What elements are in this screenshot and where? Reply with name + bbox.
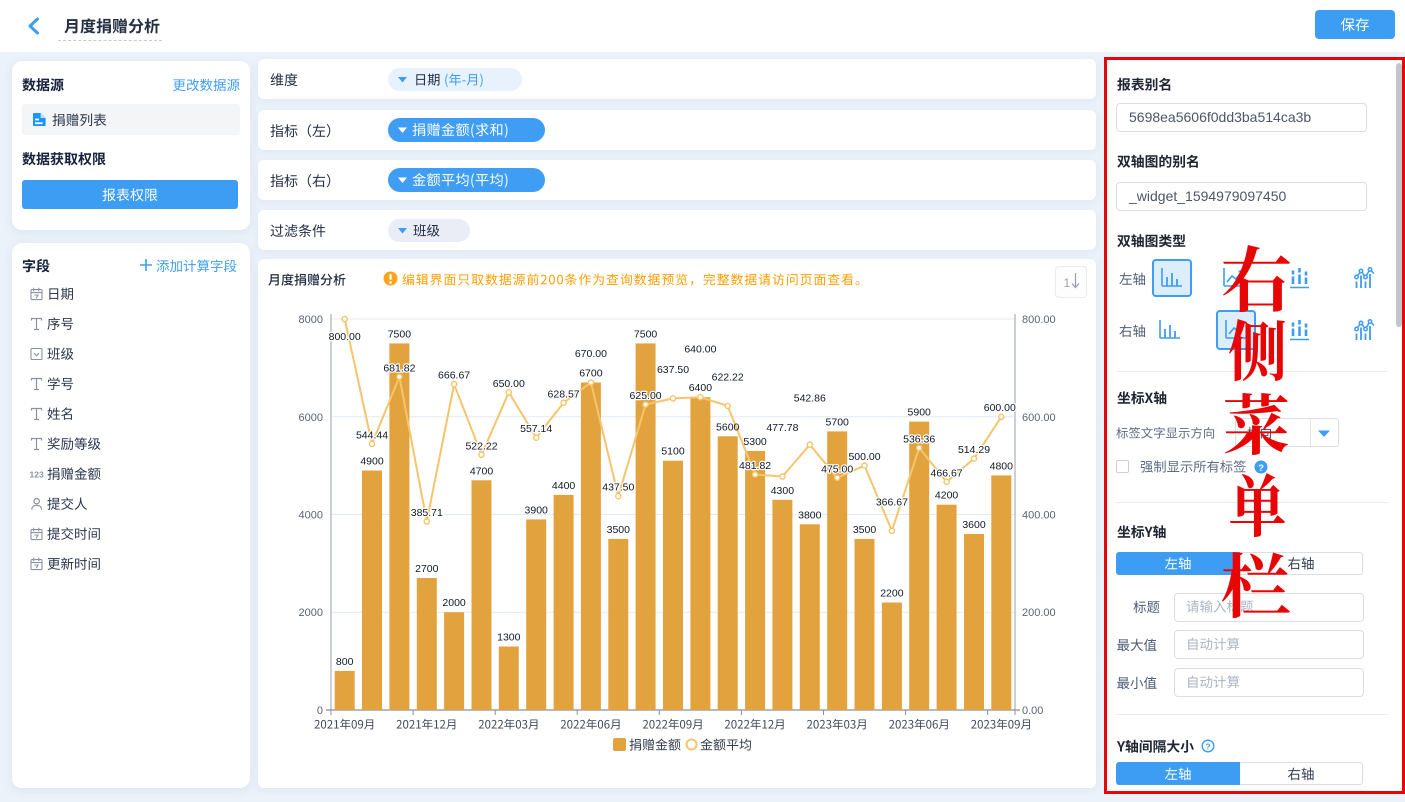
svg-text:?: ? bbox=[1205, 742, 1210, 752]
svg-text:800: 800 bbox=[336, 656, 354, 668]
svg-text:366.67: 366.67 bbox=[876, 496, 908, 508]
svg-text:2000: 2000 bbox=[442, 597, 466, 609]
svg-text:4900: 4900 bbox=[360, 456, 384, 468]
svg-text:4000: 4000 bbox=[299, 510, 323, 522]
svg-text:5600: 5600 bbox=[716, 421, 740, 433]
svg-text:600.00: 600.00 bbox=[1022, 412, 1056, 424]
svg-text:650.00: 650.00 bbox=[493, 378, 525, 390]
svg-text:?: ? bbox=[1258, 463, 1264, 474]
svg-text:6000: 6000 bbox=[299, 412, 323, 424]
svg-text:536.36: 536.36 bbox=[903, 433, 935, 445]
svg-text:2200: 2200 bbox=[880, 588, 904, 600]
svg-text:3500: 3500 bbox=[853, 524, 877, 536]
svg-text:400.00: 400.00 bbox=[1022, 510, 1056, 522]
svg-text:123: 123 bbox=[30, 470, 44, 480]
svg-text:628.57: 628.57 bbox=[548, 388, 580, 400]
svg-text:1: 1 bbox=[1064, 276, 1071, 290]
svg-text:542.86: 542.86 bbox=[794, 393, 826, 405]
svg-text:3800: 3800 bbox=[798, 509, 822, 521]
svg-text:800.00: 800.00 bbox=[329, 331, 361, 343]
svg-text:600.00: 600.00 bbox=[984, 402, 1016, 414]
svg-text:7500: 7500 bbox=[388, 328, 412, 340]
svg-text:625.00: 625.00 bbox=[630, 390, 662, 402]
svg-text:681.82: 681.82 bbox=[383, 362, 415, 374]
svg-text:522.22: 522.22 bbox=[465, 440, 497, 452]
svg-text:5700: 5700 bbox=[826, 416, 850, 428]
svg-text:6700: 6700 bbox=[579, 368, 603, 380]
svg-text:4800: 4800 bbox=[990, 460, 1014, 472]
svg-text:5300: 5300 bbox=[743, 436, 767, 448]
svg-text:0: 0 bbox=[317, 705, 323, 717]
svg-text:670.00: 670.00 bbox=[575, 348, 607, 360]
svg-text:544.44: 544.44 bbox=[356, 429, 388, 441]
svg-text:0.00: 0.00 bbox=[1022, 705, 1043, 717]
svg-text:481.82: 481.82 bbox=[739, 460, 771, 472]
svg-text:500.00: 500.00 bbox=[848, 451, 880, 463]
svg-text:477.78: 477.78 bbox=[766, 422, 798, 434]
svg-text:514.29: 514.29 bbox=[958, 444, 990, 456]
svg-text:437.50: 437.50 bbox=[602, 482, 634, 494]
svg-text:6400: 6400 bbox=[689, 382, 713, 394]
svg-text:200.00: 200.00 bbox=[1022, 607, 1056, 619]
svg-text:466.67: 466.67 bbox=[931, 467, 963, 479]
svg-text:622.22: 622.22 bbox=[712, 371, 744, 383]
svg-text:800.00: 800.00 bbox=[1022, 314, 1056, 326]
svg-text:3600: 3600 bbox=[962, 519, 986, 531]
svg-text:666.67: 666.67 bbox=[438, 370, 470, 382]
svg-text:8000: 8000 bbox=[299, 314, 323, 326]
svg-text:7500: 7500 bbox=[634, 328, 658, 340]
svg-text:4400: 4400 bbox=[552, 480, 576, 492]
svg-text:2000: 2000 bbox=[299, 607, 323, 619]
svg-text:3500: 3500 bbox=[607, 524, 631, 536]
svg-text:4200: 4200 bbox=[935, 490, 959, 502]
svg-text:475.00: 475.00 bbox=[821, 463, 853, 475]
svg-text:640.00: 640.00 bbox=[684, 344, 716, 356]
svg-text:4700: 4700 bbox=[470, 465, 494, 477]
svg-text:5100: 5100 bbox=[661, 446, 685, 458]
svg-text:2700: 2700 bbox=[415, 563, 439, 575]
svg-text:557.14: 557.14 bbox=[520, 423, 552, 435]
svg-text:4300: 4300 bbox=[771, 485, 795, 497]
svg-text:637.50: 637.50 bbox=[657, 364, 689, 376]
svg-text:3900: 3900 bbox=[525, 504, 549, 516]
svg-text:385.71: 385.71 bbox=[411, 507, 443, 519]
svg-text:1300: 1300 bbox=[497, 632, 521, 644]
svg-text:5900: 5900 bbox=[908, 407, 932, 419]
